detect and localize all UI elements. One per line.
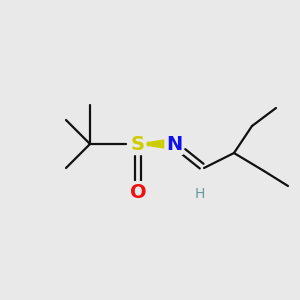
Text: H: H: [194, 187, 205, 200]
Text: S: S: [131, 134, 145, 154]
Text: O: O: [130, 182, 146, 202]
Polygon shape: [138, 139, 174, 149]
Text: N: N: [166, 134, 182, 154]
